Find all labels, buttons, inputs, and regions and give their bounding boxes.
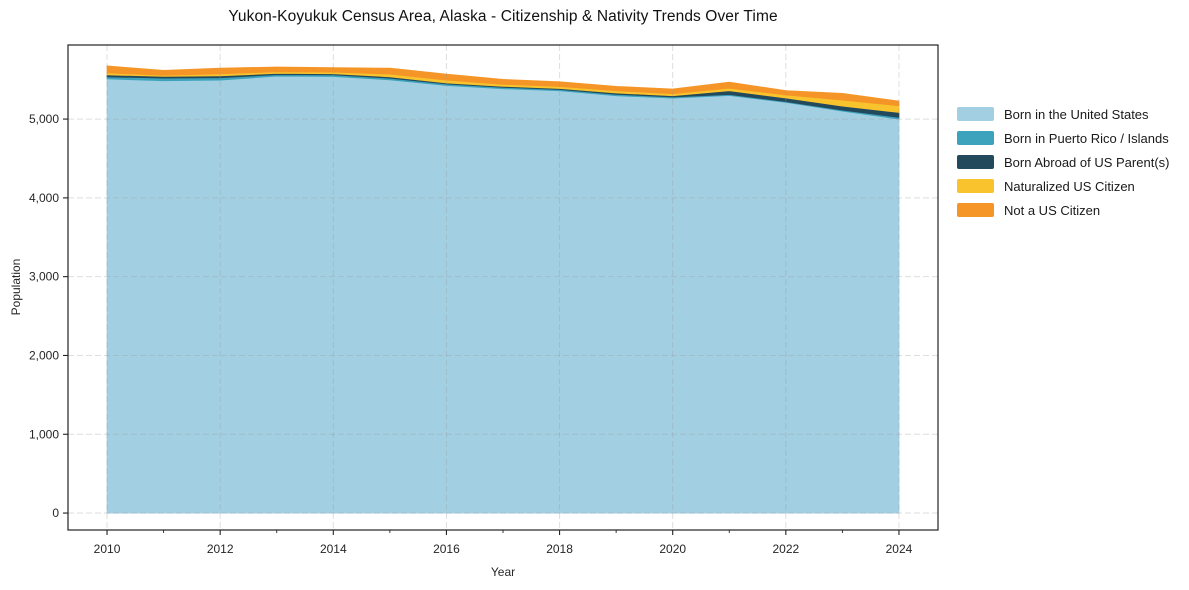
x-tick-label: 2014 xyxy=(320,542,347,556)
legend-swatch-icon xyxy=(957,155,994,169)
legend-swatch-icon xyxy=(957,179,994,193)
legend-label: Not a US Citizen xyxy=(1004,202,1101,218)
legend-item-2: Born Abroad of US Parent(s) xyxy=(957,150,1169,174)
x-tick-label: 2018 xyxy=(546,542,573,556)
x-tick-label: 2020 xyxy=(659,542,686,556)
y-tick-label: 5,000 xyxy=(29,112,59,126)
y-tick-label: 0 xyxy=(52,506,59,520)
x-tick-label: 2016 xyxy=(433,542,460,556)
legend-swatch-icon xyxy=(957,107,994,121)
legend-item-1: Born in Puerto Rico / Islands xyxy=(957,126,1169,150)
x-axis-label: Year xyxy=(490,565,516,579)
legend-item-3: Naturalized US Citizen xyxy=(957,174,1169,198)
chart-title: Yukon-Koyukuk Census Area, Alaska - Citi… xyxy=(228,8,778,25)
legend-swatch-icon xyxy=(957,203,994,217)
legend: Born in the United States Born in Puerto … xyxy=(957,102,1169,222)
y-tick-label: 2,000 xyxy=(29,348,59,362)
y-tick-label: 3,000 xyxy=(29,270,59,284)
area-band-4 xyxy=(106,65,900,107)
x-tick-label: 2012 xyxy=(207,542,234,556)
y-tick-label: 4,000 xyxy=(29,191,59,205)
x-tick-label: 2010 xyxy=(94,542,121,556)
y-tick-label: 1,000 xyxy=(29,427,59,441)
legend-label: Born in the United States xyxy=(1004,106,1149,122)
x-tick-label: 2022 xyxy=(772,542,799,556)
y-axis-label: Population xyxy=(9,258,23,316)
legend-item-4: Not a US Citizen xyxy=(957,198,1169,222)
legend-label: Born Abroad of US Parent(s) xyxy=(1004,154,1170,170)
x-tick-label: 2024 xyxy=(886,542,913,556)
legend-item-0: Born in the United States xyxy=(957,102,1169,126)
legend-label: Naturalized US Citizen xyxy=(1004,178,1135,194)
legend-label: Born in Puerto Rico / Islands xyxy=(1004,130,1169,146)
legend-swatch-icon xyxy=(957,131,994,145)
area-band-0 xyxy=(106,75,900,514)
